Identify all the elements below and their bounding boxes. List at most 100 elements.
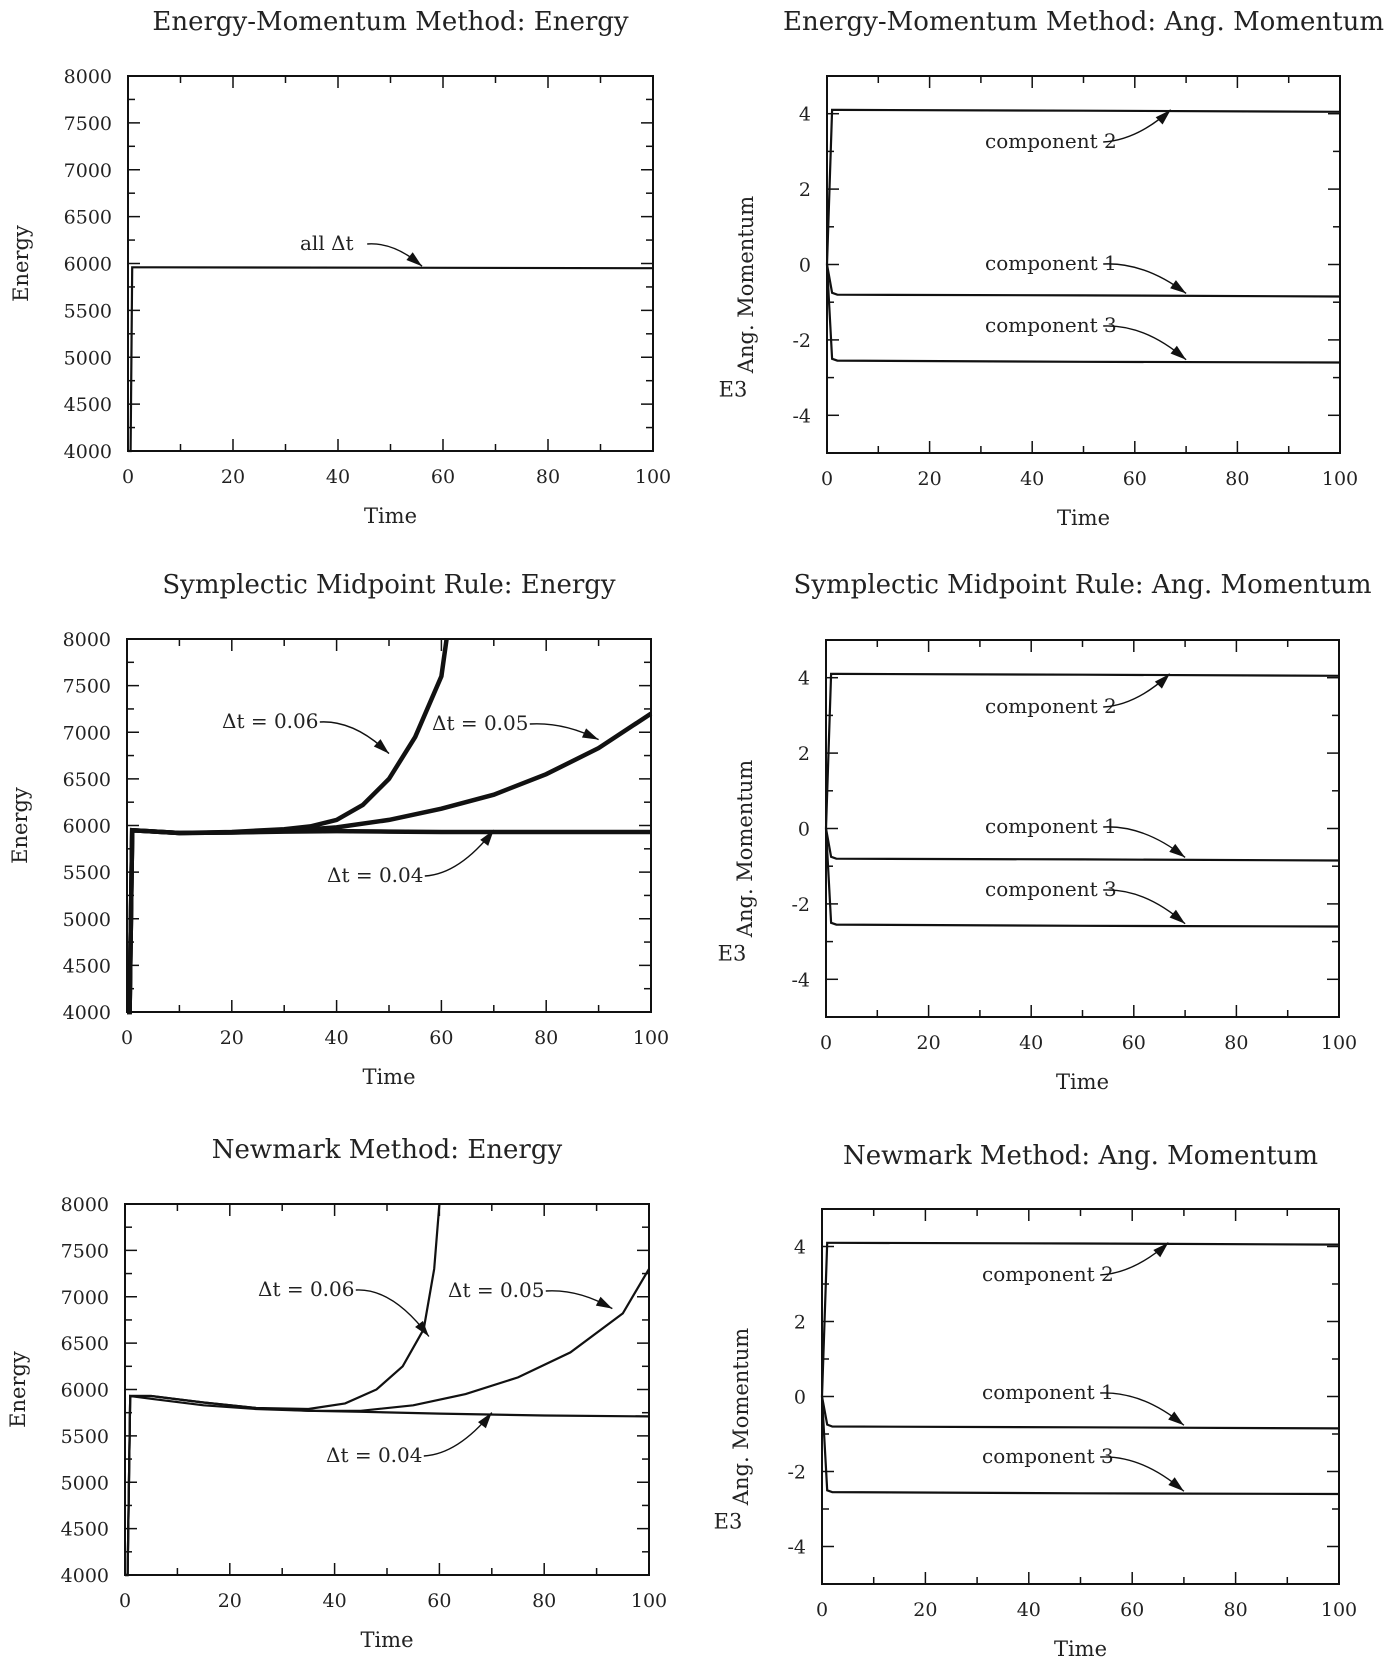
y-tick-label: 6500 — [63, 769, 111, 791]
chart-smr_energy: Symplectic Midpoint Rule: Energy 0 20 40 60 8… — [8, 570, 669, 1089]
series-line-3 — [820, 1396, 1340, 1496]
annotation-arrowhead — [595, 1296, 613, 1309]
annotation-label: Δt = 0.04 — [326, 1443, 422, 1467]
y-tick-label: 2 — [798, 743, 810, 765]
x-tick-label: 100 — [1322, 468, 1358, 490]
annotation-arrowhead — [1153, 1242, 1169, 1258]
x-axis-label: Time — [360, 1628, 413, 1652]
series-line-2 — [125, 1268, 650, 1577]
x-tick-label: 80 — [534, 1027, 558, 1049]
y-axis-scale-label: E3 — [719, 378, 748, 402]
y-tick-label: 7500 — [61, 1240, 109, 1262]
x-tick-label: 100 — [635, 466, 671, 488]
x-axis-label: Time — [1057, 506, 1110, 530]
annotation-label: component 3 — [985, 313, 1117, 337]
y-tick-label: 0 — [799, 255, 811, 277]
y-tick-label: 5500 — [64, 300, 112, 322]
x-tick-label: 0 — [119, 1590, 131, 1612]
x-tick-label: 80 — [536, 466, 560, 488]
series-line-1 — [127, 638, 449, 1015]
annotation-label: all Δt — [300, 231, 354, 255]
x-tick-label: 0 — [816, 1599, 828, 1621]
annotation-label: component 1 — [985, 251, 1117, 275]
annotation-arrow — [355, 1289, 430, 1337]
annotation-label: Δt = 0.06 — [258, 1277, 354, 1301]
x-tick-label: 100 — [1321, 1032, 1357, 1054]
series-line-1 — [125, 1203, 441, 1577]
x-tick-label: 40 — [1020, 468, 1044, 490]
annotation-arrowhead — [1170, 345, 1187, 360]
annotation-label: Δt = 0.05 — [448, 1278, 544, 1302]
chart-title: Energy-Momentum Method: Ang. Momentum — [783, 7, 1384, 37]
annotation-arrowhead — [1168, 1411, 1184, 1426]
x-tick-label: 80 — [1224, 1599, 1248, 1621]
x-tick-label: 20 — [220, 1027, 244, 1049]
x-tick-label: 0 — [820, 1032, 832, 1054]
chart-nm_energy: Newmark Method: Energy 0 20 40 60 80 100 4000 45… — [6, 1135, 667, 1652]
annotation-arrow — [319, 721, 390, 755]
x-tick-label: 20 — [218, 1590, 242, 1612]
annotation-label: component 3 — [985, 877, 1117, 901]
chart-smr_momentum: Symplectic Midpoint Rule: Ang. Momentum 0… — [718, 570, 1372, 1094]
y-tick-label: 8000 — [63, 629, 111, 651]
annotation-label: component 1 — [982, 1380, 1114, 1404]
x-tick-label: 20 — [917, 1032, 941, 1054]
x-tick-label: 60 — [427, 1590, 451, 1612]
annotation-arrowhead — [1169, 843, 1186, 858]
y-tick-label: 7500 — [63, 676, 111, 698]
series-line-1 — [128, 266, 654, 453]
annotation-arrowhead — [1170, 280, 1187, 294]
x-tick-label: 40 — [1017, 1599, 1041, 1621]
annotation-arrow — [424, 829, 495, 877]
y-tick-label: 8000 — [64, 66, 112, 88]
y-tick-label: -4 — [792, 405, 811, 427]
annotation-arrowhead — [478, 1412, 492, 1429]
x-axis-label: Time — [364, 504, 417, 528]
chart-title: Newmark Method: Ang. Momentum — [843, 1141, 1318, 1171]
y-tick-label: 6500 — [64, 207, 112, 229]
annotation-arrowhead — [373, 739, 389, 754]
annotation-arrowhead — [1169, 909, 1186, 924]
y-axis-scale-label: E3 — [718, 942, 747, 966]
x-tick-label: 60 — [1120, 1599, 1144, 1621]
y-tick-label: 4500 — [64, 394, 112, 416]
y-axis-scale-label: E3 — [714, 1510, 743, 1534]
annotation-label: component 3 — [982, 1444, 1114, 1468]
x-tick-label: 0 — [122, 466, 134, 488]
annotation-arrowhead — [1154, 673, 1170, 689]
chart-title: Newmark Method: Energy — [212, 1135, 563, 1165]
x-tick-label: 60 — [431, 466, 455, 488]
plot-frame — [124, 1203, 650, 1576]
y-tick-label: 4 — [799, 104, 811, 126]
annotation-arrowhead — [581, 728, 599, 740]
y-axis-label: Ang. Momentum — [734, 196, 758, 374]
y-tick-label: 6000 — [63, 816, 111, 838]
y-tick-label: 4000 — [64, 441, 112, 463]
annotation-arrowhead — [406, 252, 422, 267]
x-tick-label: 0 — [121, 1027, 133, 1049]
annotation-arrowhead — [1168, 1477, 1184, 1492]
y-tick-label: 4 — [794, 1237, 806, 1259]
y-tick-label: 2 — [794, 1312, 806, 1334]
y-tick-label: -4 — [791, 969, 810, 991]
chart-em_energy: Energy-Momentum Method: Energy 0 20 40 60 80 1… — [9, 7, 671, 528]
x-tick-label: 60 — [429, 1027, 453, 1049]
y-tick-label: 6000 — [61, 1380, 109, 1402]
y-tick-label: 5000 — [61, 1472, 109, 1494]
plot-frame — [127, 75, 654, 452]
y-tick-label: -4 — [787, 1537, 806, 1559]
chart-em_momentum: Energy-Momentum Method: Ang. Momentum 0 2 0… — [719, 7, 1384, 530]
x-axis-label: Time — [1054, 1637, 1107, 1661]
x-tick-label: 80 — [1224, 1032, 1248, 1054]
y-tick-label: 7000 — [61, 1287, 109, 1309]
x-tick-label: 80 — [1225, 468, 1249, 490]
x-tick-label: 60 — [1123, 468, 1147, 490]
y-tick-label: 4 — [798, 668, 810, 690]
y-tick-label: 2 — [799, 179, 811, 201]
annotation-arrow — [423, 1412, 493, 1457]
y-tick-label: 8000 — [61, 1194, 109, 1216]
x-tick-label: 20 — [221, 466, 245, 488]
x-tick-label: 0 — [821, 468, 833, 490]
annotation-label: component 1 — [985, 814, 1117, 838]
annotation-label: Δt = 0.06 — [222, 709, 318, 733]
